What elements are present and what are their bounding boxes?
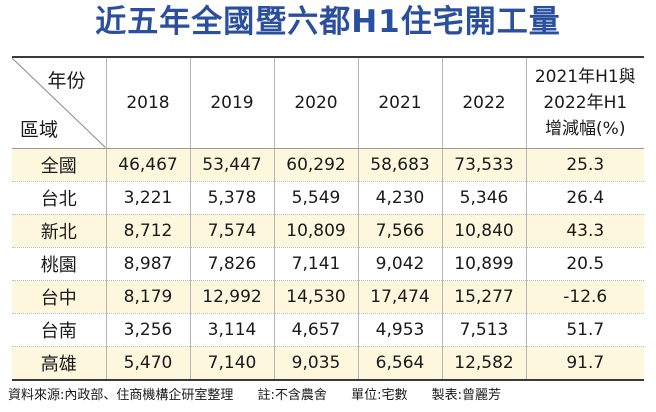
corner-diagonal-line	[12, 58, 106, 148]
table-cell-value: 3,221	[105, 181, 190, 215]
footer: 資料來源:內政部、住商機構企研室整理 註:不含農舍 單位:宅數 製表:曾麗芳	[8, 384, 648, 408]
column-header-2018: 2018	[105, 58, 190, 149]
column-header-2019: 2019	[189, 58, 274, 149]
row-header-region: 台北	[12, 181, 106, 215]
year-axis-label: 年份	[47, 70, 86, 92]
table-cell-change: 25.3	[525, 148, 644, 182]
row-header-region: 台中	[12, 280, 106, 314]
table-body: 全國 46,467 53,447 60,292 58,683 73,533 25.3 台北 3,…	[12, 148, 644, 379]
table-cell-value: 12,582	[441, 346, 526, 379]
table-cell-value: 5,470	[105, 346, 190, 379]
table-cell-value: 60,292	[273, 148, 358, 182]
table-row: 台中 8,179 12,992 14,530 17,474 15,277 -12.6	[12, 280, 644, 314]
source-note: 資料來源:內政部、住商機構企研室整理	[8, 388, 234, 403]
region-axis-label: 區域	[20, 118, 59, 141]
table-cell-value: 4,657	[273, 313, 358, 347]
table-row: 新北 8,712 7,574 10,809 7,566 10,840 43.3	[12, 214, 644, 248]
table-cell-value: 7,826	[189, 247, 274, 281]
table-cell-value: 7,141	[273, 247, 358, 281]
table-cell-value: 73,533	[441, 148, 526, 182]
author-credit: 製表:曾麗芳	[431, 388, 501, 403]
table-cell-value: 46,467	[105, 148, 190, 182]
table-cell-change: 51.7	[525, 313, 644, 347]
table-row: 桃園 8,987 7,826 7,141 9,042 10,899 20.5	[12, 247, 644, 281]
table-cell-value: 7,566	[357, 214, 442, 248]
table-cell-change: -12.6	[525, 280, 644, 314]
chart-title: 近五年全國暨六都H1住宅開工量	[95, 4, 561, 40]
header-row: 年份 區域 2018 2019 2020 2021 2022 2021年H1與 …	[12, 58, 644, 149]
table-cell-value: 9,035	[273, 346, 358, 379]
unit-note: 單位:宅數	[351, 388, 408, 403]
table-cell-value: 14,530	[273, 280, 358, 314]
table-row: 台南 3,256 3,114 4,657 4,953 7,513 51.7	[12, 313, 644, 347]
table-cell-value: 10,840	[441, 214, 526, 248]
column-header-2022: 2022	[441, 58, 526, 149]
table-cell-change: 91.7	[525, 346, 644, 379]
table-cell-value: 10,899	[441, 247, 526, 281]
change-header-line: 2022年H1	[543, 92, 628, 113]
column-header-2021: 2021	[357, 58, 442, 149]
change-header-line: 增減幅(%)	[545, 118, 626, 139]
data-table: 年份 區域 2018 2019 2020 2021 2022 2021年H1與 …	[12, 58, 644, 379]
table-cell-value: 3,114	[189, 313, 274, 347]
row-header-region: 全國	[12, 148, 106, 182]
table-cell-value: 8,179	[105, 280, 190, 314]
table-cell-value: 7,574	[189, 214, 274, 248]
table-cell-change: 20.5	[525, 247, 644, 281]
table-cell-value: 5,549	[273, 181, 358, 215]
table-cell-value: 58,683	[357, 148, 442, 182]
table-cell-value: 8,712	[105, 214, 190, 248]
exclusion-note: 註:不含農舍	[257, 388, 327, 403]
corner-header-cell: 年份 區域	[12, 58, 106, 149]
table-cell-value: 9,042	[357, 247, 442, 281]
table-cell-value: 8,987	[105, 247, 190, 281]
table-cell-value: 4,230	[357, 181, 442, 215]
table-cell-change: 26.4	[525, 181, 644, 215]
data-table-container: 年份 區域 2018 2019 2020 2021 2022 2021年H1與 …	[12, 56, 644, 381]
row-header-region: 桃園	[12, 247, 106, 281]
table-cell-value: 3,256	[105, 313, 190, 347]
table-cell-value: 7,140	[189, 346, 274, 379]
table-row: 全國 46,467 53,447 60,292 58,683 73,533 25.3	[12, 148, 644, 182]
row-header-region: 新北	[12, 214, 106, 248]
table-cell-change: 43.3	[525, 214, 644, 248]
table-cell-value: 15,277	[441, 280, 526, 314]
row-header-region: 高雄	[40, 353, 77, 375]
table-cell-value: 4,953	[357, 313, 442, 347]
row-header-region: 台南	[12, 313, 106, 347]
table-cell-value: 53,447	[189, 148, 274, 182]
table-cell-value: 7,513	[441, 313, 526, 347]
table-cell-value: 5,346	[441, 181, 526, 215]
table-row: 高雄 5,470 7,140 9,035 6,564 12,582 91.7	[12, 346, 644, 379]
table-cell-value: 6,564	[357, 346, 442, 379]
column-header-change: 2021年H1與 2022年H1 增減幅(%)	[525, 58, 644, 149]
table-cell-value: 12,992	[189, 280, 274, 314]
table-cell-value: 17,474	[357, 280, 442, 314]
table-cell-value: 10,809	[273, 214, 358, 248]
table-row: 台北 3,221 5,378 5,549 4,230 5,346 26.4	[12, 181, 644, 215]
change-header-line: 2021年H1與	[534, 66, 636, 87]
corner-diagonal	[12, 58, 106, 148]
table-cell-value: 5,378	[189, 181, 274, 215]
column-header-2020: 2020	[273, 58, 358, 149]
